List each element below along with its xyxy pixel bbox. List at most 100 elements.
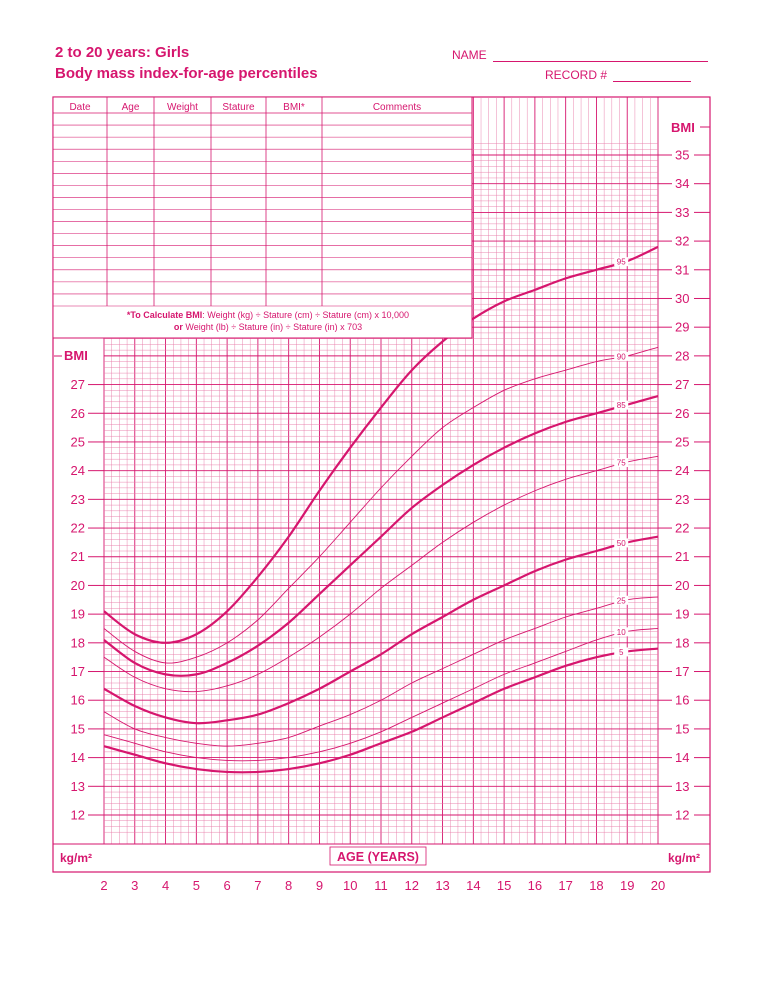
tick-label-bg — [65, 808, 86, 822]
percentile-label-bg — [614, 595, 629, 605]
column-header: Comments — [373, 102, 421, 113]
x-tick-label: 4 — [162, 878, 169, 893]
column-header: Stature — [222, 102, 255, 113]
tick-label-bg — [65, 463, 86, 478]
x-tick-label: 14 — [466, 878, 480, 893]
percentile-label-10: 10 — [617, 628, 626, 637]
tick-label-bg — [65, 721, 86, 736]
left-y-tick-label: 23 — [71, 492, 85, 507]
formula-rest-1: : Weight (kg) ÷ Stature (cm) ÷ Stature (… — [202, 310, 409, 320]
tick-label-bg — [65, 492, 86, 507]
left-y-tick-label: 14 — [71, 750, 85, 765]
percentile-label-90: 90 — [617, 352, 626, 361]
name-label: NAME — [452, 48, 487, 62]
curve-p90 — [103, 346, 659, 664]
curve-p50 — [103, 535, 659, 725]
left-y-tick-label: 12 — [71, 808, 85, 823]
x-tick-label: 8 — [285, 878, 292, 893]
tick-label-bg — [65, 434, 86, 449]
right-y-tick-label: 19 — [675, 607, 689, 622]
x-tick-label: 15 — [497, 878, 511, 893]
y-axis-label-right: BMI — [671, 120, 695, 135]
x-tick-label: 16 — [528, 878, 542, 893]
right-y-tick-label: 29 — [675, 320, 689, 335]
percentile-label-bg — [614, 647, 629, 657]
x-tick-label: 11 — [374, 878, 388, 893]
right-y-tick-label: 32 — [675, 234, 689, 249]
formula-bold-1: *To Calculate BMI — [127, 310, 202, 320]
left-y-tick-label: 22 — [71, 521, 85, 536]
percentile-label-95: 95 — [617, 258, 626, 267]
tick-label-bg — [674, 320, 695, 335]
name-line[interactable] — [492, 49, 708, 62]
x-tick-label: 5 — [193, 878, 200, 893]
percentile-label-bg — [614, 257, 629, 267]
left-y-tick-label: 20 — [71, 578, 85, 593]
formula-bold-2: or — [174, 322, 183, 332]
right-y-tick-label: 13 — [675, 779, 689, 794]
left-y-tick-label: 15 — [71, 721, 85, 736]
left-y-tick-label: 13 — [71, 779, 85, 794]
percentile-label-bg — [614, 351, 629, 361]
right-y-tick-label: 20 — [675, 578, 689, 593]
right-y-tick-label: 15 — [675, 721, 689, 736]
left-y-tick-label: 27 — [71, 377, 85, 392]
tick-label-bg — [674, 205, 695, 220]
right-y-tick-label: 12 — [675, 808, 689, 823]
tick-label-bg — [674, 377, 695, 392]
tick-label-bg — [65, 578, 86, 593]
unit-label-left: kg/m² — [60, 851, 92, 865]
column-header: BMI* — [283, 102, 305, 113]
curve-p95 — [103, 245, 659, 644]
x-tick-label: 18 — [589, 878, 603, 893]
percentile-label-bg — [614, 458, 629, 468]
tick-label-bg — [674, 693, 695, 708]
x-tick-label: 12 — [405, 878, 419, 893]
x-tick-label: 3 — [131, 878, 138, 893]
x-tick-label: 17 — [558, 878, 572, 893]
x-axis-title-box — [329, 846, 427, 866]
unit-label-right: kg/m² — [668, 851, 700, 865]
left-y-tick-label: 17 — [71, 664, 85, 679]
tick-label-bg — [65, 693, 86, 708]
curve-p10 — [103, 628, 659, 762]
curve-p75 — [103, 455, 659, 693]
tick-label-bg — [674, 578, 695, 593]
right-y-tick-label: 35 — [675, 148, 689, 163]
left-y-tick-label: 19 — [71, 607, 85, 622]
percentile-label-5: 5 — [619, 648, 624, 657]
tick-label-bg — [674, 664, 695, 679]
right-y-tick-label: 24 — [675, 463, 689, 478]
tick-label-bg — [674, 463, 695, 478]
right-y-tick-label: 31 — [675, 262, 689, 277]
axis-labels: 12 13 14 15 16 17 18 19 20 21 22 23 24 25 26 27 12 13 14 15… — [54, 119, 710, 893]
percentile-label-bg — [614, 400, 629, 410]
tick-label-bg — [674, 406, 695, 421]
tick-label-bg — [674, 348, 695, 363]
tick-label-bg — [674, 808, 695, 822]
curve-p85 — [103, 394, 659, 677]
tick-label-bg — [674, 492, 695, 507]
tick-label-bg — [674, 434, 695, 449]
right-y-tick-label: 25 — [675, 434, 689, 449]
tick-label-bg — [674, 635, 695, 650]
x-tick-label: 7 — [254, 878, 261, 893]
tick-label-bg — [674, 148, 695, 162]
left-y-tick-label: 26 — [71, 406, 85, 421]
right-y-tick-label: 22 — [675, 521, 689, 536]
record-line[interactable] — [613, 69, 692, 82]
chart-title: 2 to 20 years: Girls — [55, 44, 190, 61]
unit-left-bg — [58, 848, 102, 866]
left-y-tick-label: 21 — [71, 549, 85, 564]
right-y-tick-label: 34 — [675, 176, 689, 191]
bmi-formula-line1: *To Calculate BMI: Weight (kg) ÷ Stature… — [127, 310, 409, 320]
record-field[interactable]: RECORD # — [545, 68, 692, 82]
tick-label-bg — [674, 521, 695, 536]
percentile-label-85: 85 — [617, 401, 626, 410]
x-tick-label: 20 — [651, 878, 665, 893]
name-field[interactable]: NAME — [452, 48, 708, 62]
bmi-formula-line2: or Weight (lb) ÷ Stature (in) ÷ Stature … — [174, 322, 362, 332]
left-y-tick-label: 24 — [71, 463, 85, 478]
y-axis-label-left: BMI — [64, 348, 88, 363]
